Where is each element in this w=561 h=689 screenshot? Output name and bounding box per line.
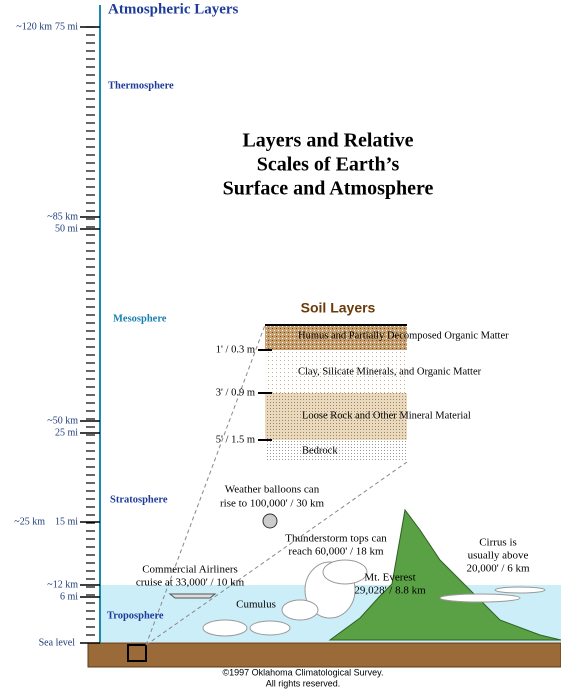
- balloon: [262, 513, 278, 529]
- annotation: Thunderstorm tops can: [285, 533, 387, 545]
- scale-label: 75 mi: [55, 21, 78, 32]
- layer-label: Troposphere: [107, 610, 164, 621]
- soil-sample-box: [127, 644, 147, 662]
- main-title: Layers and Relative Scales of Earth’s Su…: [223, 130, 434, 200]
- layer-label: Mesosphere: [113, 313, 167, 324]
- soil-layer: [265, 440, 407, 462]
- scale-label: 25 mi: [55, 427, 78, 438]
- annotation: reach 60,000' / 18 km: [288, 546, 384, 558]
- soil-layer-name: Clay, Silicate Minerals, and Organic Mat…: [298, 366, 482, 377]
- scale-label: ~120 km: [16, 21, 52, 32]
- clouds: [202, 559, 546, 637]
- soil-title: Soil Layers: [301, 300, 376, 316]
- annotation: Cirrus is: [479, 537, 517, 549]
- scale-label: Sea level: [39, 637, 76, 648]
- annotation: Mt. Everest: [364, 572, 415, 584]
- layer-label: Stratosphere: [110, 494, 168, 505]
- header-title: Atmospheric Layers: [108, 1, 239, 17]
- annotation: 20,000' / 6 km: [466, 563, 530, 575]
- title-line: Surface and Atmosphere: [223, 178, 434, 200]
- title-line: Scales of Earth’s: [257, 154, 400, 176]
- soil-depth: 1' / 0.3 m: [216, 344, 255, 355]
- footer: ©1997 Oklahoma Climatological Survey.: [222, 667, 383, 677]
- title-line: Layers and Relative: [242, 130, 413, 152]
- annotation: Weather balloons can: [225, 484, 320, 496]
- scale-label: ~12 km: [47, 579, 78, 590]
- soil-depth: 5' / 1.5 m: [216, 434, 255, 445]
- guide-line: [145, 324, 266, 646]
- annotation: rise to 100,000' / 30 km: [220, 498, 324, 510]
- annotation: 29,028' / 8.8 km: [354, 585, 426, 597]
- soil-depth: 3' / 0.9 m: [216, 387, 255, 398]
- soil-layer-name: Humus and Partially Decomposed Organic M…: [298, 330, 509, 341]
- scale-label: 50 mi: [55, 223, 78, 234]
- layer-label: Thermosphere: [108, 80, 174, 91]
- scale-label: ~85 km: [47, 211, 78, 222]
- annotation: cruise at 33,000' / 10 km: [136, 577, 245, 589]
- soil-layer: [265, 350, 407, 393]
- scale-label: ~50 km: [47, 415, 78, 426]
- scale-label: 15 mi: [55, 516, 78, 527]
- depth-ticks: [258, 349, 272, 441]
- soil-layer-name: Loose Rock and Other Mineral Material: [302, 410, 471, 421]
- soil-layer: [265, 393, 407, 440]
- soil-layer-name: Bedrock: [302, 445, 338, 456]
- ground: [87, 642, 561, 668]
- scale-label: ~25 km: [14, 516, 45, 527]
- footer: All rights reserved.: [266, 678, 341, 688]
- annotation: Commercial Airliners: [142, 564, 238, 576]
- mountains: [328, 508, 561, 641]
- annotation: usually above: [468, 550, 529, 562]
- soil-layer: [265, 325, 407, 350]
- airliner: [168, 593, 217, 599]
- annotation: Cumulus: [236, 599, 276, 611]
- scale-label: 6 mi: [60, 591, 78, 602]
